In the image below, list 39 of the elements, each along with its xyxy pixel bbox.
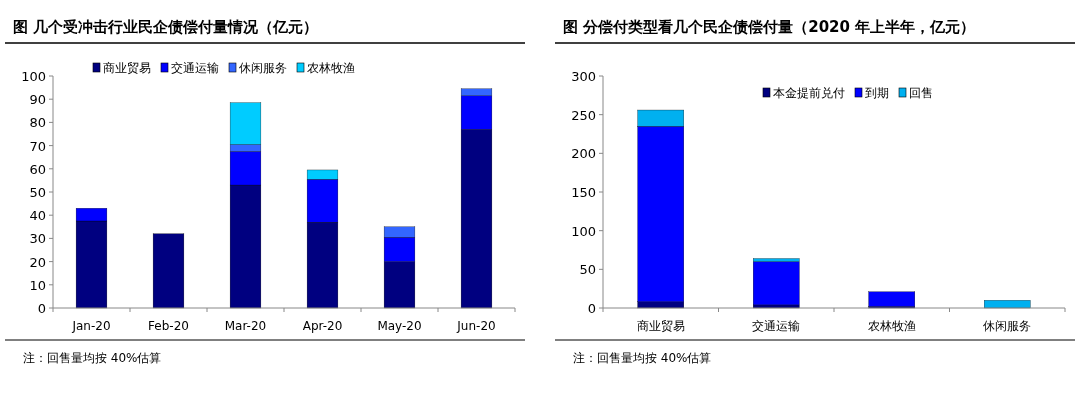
text: 注：回售量均按 40%估算: [23, 351, 162, 365]
y-tick-label: 20: [29, 254, 46, 270]
x-tick-label: Feb-20: [148, 319, 189, 333]
y-tick-label: 60: [29, 161, 46, 177]
y-tick-label: 250: [571, 107, 596, 123]
y-tick-label: 10: [29, 277, 46, 293]
y-tick-label: 200: [571, 146, 596, 162]
y-tick-label: 100: [21, 69, 46, 84]
chart-title: 图 分偿付类型看几个民企债偿付量（2020 年上半年，亿元）: [563, 18, 976, 36]
y-tick-label: 70: [29, 138, 46, 154]
x-tick-label: 交通运输: [752, 319, 801, 333]
legend-label: 交通运输: [171, 61, 219, 75]
chart-title: 图 几个受冲击行业民企债偿付量情况（亿元）: [13, 18, 319, 36]
legend-label: 回售: [909, 86, 933, 100]
x-tick-label: 休闲服务: [983, 319, 1032, 333]
y-tick-label: 300: [571, 69, 596, 84]
legend-label: 休闲服务: [239, 61, 287, 75]
x-tick-label: May-20: [377, 319, 422, 333]
y-tick-label: 90: [29, 92, 46, 108]
text: 注：回售量均按 40%估算: [573, 351, 712, 365]
y-tick-label: 0: [587, 301, 596, 316]
x-tick-label: Jun-20: [456, 319, 496, 333]
x-tick-label: Apr-20: [302, 319, 343, 333]
y-tick-label: 50: [29, 185, 46, 200]
legend-label: 商业贸易: [103, 61, 151, 75]
y-tick-label: 100: [571, 223, 596, 239]
legend-label: 农林牧渔: [307, 61, 355, 75]
y-tick-label: 50: [579, 262, 596, 278]
y-tick-label: 0: [37, 301, 46, 316]
x-tick-label: Jan-20: [71, 319, 111, 333]
x-tick-label: 商业贸易: [636, 319, 685, 333]
legend-label: 本金提前兑付: [773, 86, 845, 100]
y-tick-label: 80: [29, 115, 46, 131]
x-tick-label: Mar-20: [224, 319, 267, 333]
y-tick-label: 40: [29, 208, 46, 224]
y-tick-label: 150: [571, 185, 596, 200]
x-tick-label: 农林牧渔: [867, 319, 916, 333]
legend-label: 到期: [865, 86, 889, 100]
y-tick-label: 30: [29, 231, 46, 247]
